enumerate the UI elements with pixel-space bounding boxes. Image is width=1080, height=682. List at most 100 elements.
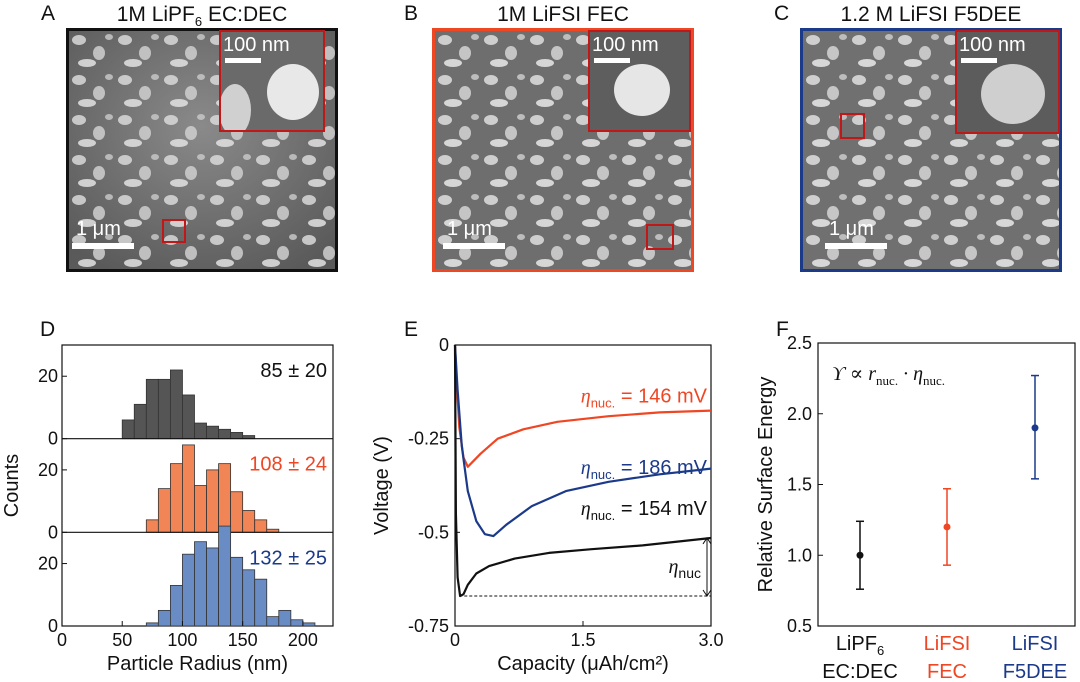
hist-bar <box>157 378 171 440</box>
category-label-line2: EC:DEC <box>822 661 898 682</box>
hist-bar <box>133 403 147 440</box>
hist-bar <box>182 444 195 533</box>
hist-bar <box>278 609 292 627</box>
x-tick-label: 50 <box>112 630 132 650</box>
hist-bar <box>218 463 232 533</box>
eta-label: ηnuc. = 186 mV <box>581 457 708 482</box>
y-tick-label: 0 <box>48 522 58 542</box>
y-axis-label: Counts <box>1 454 23 517</box>
panel-letter-f: F <box>776 318 789 341</box>
panel-letter-c: C <box>774 2 790 25</box>
hist-bar <box>121 419 135 440</box>
y-tick-label: 0 <box>439 335 449 355</box>
hist-bar <box>157 609 171 627</box>
inset-a-scale-label: 100 nm <box>223 34 290 56</box>
category-label-line2: FEC <box>927 661 967 682</box>
panel-a-title-sub: 6 <box>194 14 203 30</box>
eta-arrow-head-top <box>702 537 712 545</box>
x-tick-label: 200 <box>288 630 318 650</box>
x-tick-label: 3.0 <box>698 630 723 650</box>
inset-a-locator <box>162 219 186 243</box>
voltage-curve <box>453 344 712 538</box>
eta-nuc-annotation: ηnuc <box>669 556 702 581</box>
inset-a-scalebar <box>225 58 261 63</box>
hist-bar <box>254 519 268 533</box>
panel-a-title-main: 1M LiPF <box>116 3 195 26</box>
y-tick-label: 20 <box>38 366 58 386</box>
hist-bar <box>218 525 232 627</box>
x-tick-label: 100 <box>167 630 197 650</box>
hist-bar <box>230 491 244 533</box>
inset-c-scale-label: 100 nm <box>959 34 1026 56</box>
panel-b-title: 1M LiFSI FEC <box>497 3 629 26</box>
data-point <box>943 523 951 531</box>
hist-bar <box>145 378 159 440</box>
inset-c <box>955 30 1060 134</box>
hist-annotation: 85 ± 20 <box>260 360 327 382</box>
y-tick-label: 2.5 <box>787 333 812 353</box>
x-axis-label: Capacity (μAh/cm²) <box>497 653 669 675</box>
category-label-line1: LiPF6 <box>836 633 884 658</box>
x-tick-label: 150 <box>228 630 258 650</box>
hist-bar <box>169 585 183 627</box>
x-tick-label: 0 <box>450 630 460 650</box>
energy-frame <box>817 342 1076 627</box>
hist-bar <box>194 541 207 627</box>
hist-bar <box>194 422 207 440</box>
hist-bar <box>242 569 256 627</box>
surface-energy-equation: ϒ ∝ rnuc. · ηnuc. <box>832 363 945 388</box>
hist-bar <box>302 622 316 627</box>
eta-arrow-head-bottom <box>702 589 712 597</box>
panel-a-title: 1M LiPF6 EC:DEC <box>66 3 338 29</box>
hist-bar <box>254 578 268 627</box>
scalebar-c-label: 1 μm <box>829 218 874 240</box>
panel-c-title: 1.2 M LiFSI F5DEE <box>840 3 1022 26</box>
scalebar-a <box>72 243 134 249</box>
hist-bar <box>266 616 280 627</box>
y-tick-label: -0.5 <box>418 522 449 542</box>
y-axis-label: Relative Surface Energy <box>755 377 777 593</box>
y-axis-label: Voltage (V) <box>371 436 393 535</box>
hist-bar <box>206 425 219 440</box>
inset-c-scalebar <box>961 58 997 63</box>
inset-b <box>588 30 691 132</box>
hist-bar <box>145 519 159 533</box>
panel-letter-a: A <box>41 2 56 25</box>
y-tick-label: 0 <box>48 616 58 636</box>
eta-label: ηnuc. = 146 mV <box>581 386 708 411</box>
scalebar-b-label: 1 μm <box>447 218 492 240</box>
panel-letter-e: E <box>404 318 419 341</box>
category-label-line1: LiFSI <box>924 633 971 655</box>
y-tick-label: 0.5 <box>787 616 812 636</box>
y-tick-label: 1.5 <box>787 475 812 495</box>
hist-bar <box>230 432 244 440</box>
eta-label: ηnuc. = 154 mV <box>581 498 708 523</box>
hist-bar <box>157 488 171 533</box>
inset-b-locator <box>646 224 674 250</box>
hist-bar <box>145 622 159 627</box>
hist-annotation: 108 ± 24 <box>249 454 327 476</box>
voltage-curve <box>453 344 712 598</box>
hist-bar <box>206 469 219 533</box>
inset-a <box>219 30 325 132</box>
x-axis-label: Particle Radius (nm) <box>107 653 288 675</box>
category-label-line1: LiFSI <box>1012 633 1059 655</box>
x-tick-label: 0 <box>57 630 67 650</box>
hist-bar <box>194 485 207 533</box>
x-tick-label: 1.5 <box>570 630 595 650</box>
scalebar-a-label: 1 μm <box>76 218 121 240</box>
y-tick-label: -0.75 <box>408 616 449 636</box>
y-tick-label: 0 <box>48 429 58 449</box>
hist-bar <box>182 553 195 627</box>
hist-bar <box>242 510 256 533</box>
category-label-line2: F5DEE <box>1003 661 1067 682</box>
hist-bar <box>206 547 219 627</box>
y-tick-label: 20 <box>38 554 58 574</box>
scalebar-c <box>825 243 887 249</box>
y-tick-label: -0.25 <box>408 429 449 449</box>
panel-a-title-rest: EC:DEC <box>202 3 288 26</box>
hist-bar <box>290 619 304 627</box>
y-tick-label: 1.0 <box>787 545 812 565</box>
hist-bar <box>169 463 183 533</box>
